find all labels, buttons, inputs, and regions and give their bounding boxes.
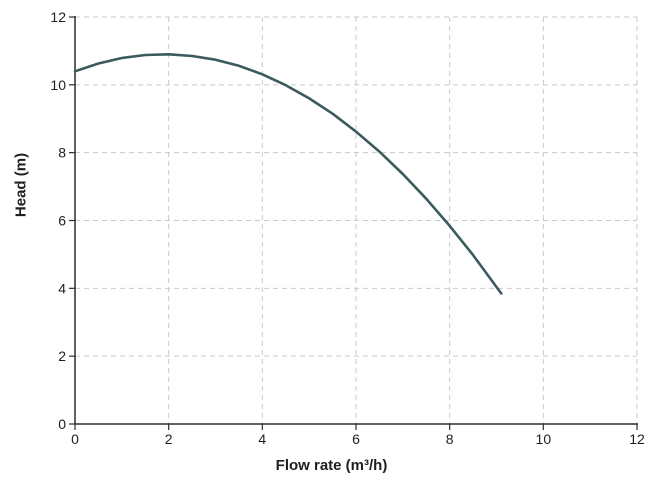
y-tick-label: 10	[50, 77, 66, 93]
y-tick-label: 8	[58, 145, 66, 161]
series-pump-head-curve	[73, 52, 503, 295]
y-tick-label: 6	[58, 213, 66, 229]
x-tick-label: 4	[258, 431, 266, 447]
y-tick-label: 0	[58, 416, 66, 432]
y-axis-title: Head (m)	[12, 152, 30, 218]
x-tick-label: 12	[629, 431, 645, 447]
y-tick-label: 2	[58, 348, 66, 364]
y-tick-label: 4	[58, 280, 66, 296]
y-tick-label: 12	[50, 9, 66, 25]
x-tick-label: 2	[165, 431, 173, 447]
x-axis-title: Flow rate (m³/h)	[275, 457, 388, 474]
x-tick-label: 0	[71, 431, 79, 447]
x-tick-label: 10	[536, 431, 552, 447]
x-tick-label: 6	[352, 431, 360, 447]
x-tick-label: 8	[446, 431, 454, 447]
